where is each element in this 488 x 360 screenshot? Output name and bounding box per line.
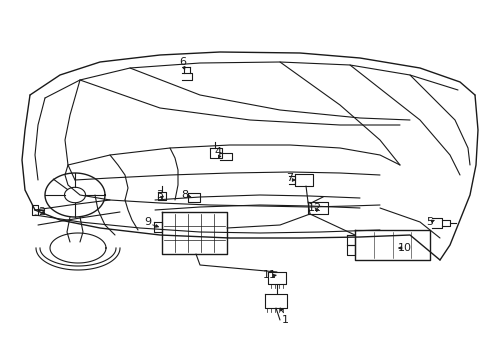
Text: 10: 10 [397, 243, 411, 253]
Text: 9: 9 [144, 217, 151, 227]
Text: 4: 4 [214, 147, 221, 157]
Text: 6: 6 [179, 57, 186, 67]
Text: 7: 7 [286, 173, 293, 183]
Text: 11: 11 [263, 270, 276, 280]
Text: 1: 1 [281, 315, 288, 325]
Text: 12: 12 [307, 203, 322, 213]
Text: 8: 8 [181, 190, 188, 200]
Text: 5: 5 [426, 217, 433, 227]
Text: 3: 3 [156, 190, 163, 200]
Text: 2: 2 [39, 207, 45, 217]
